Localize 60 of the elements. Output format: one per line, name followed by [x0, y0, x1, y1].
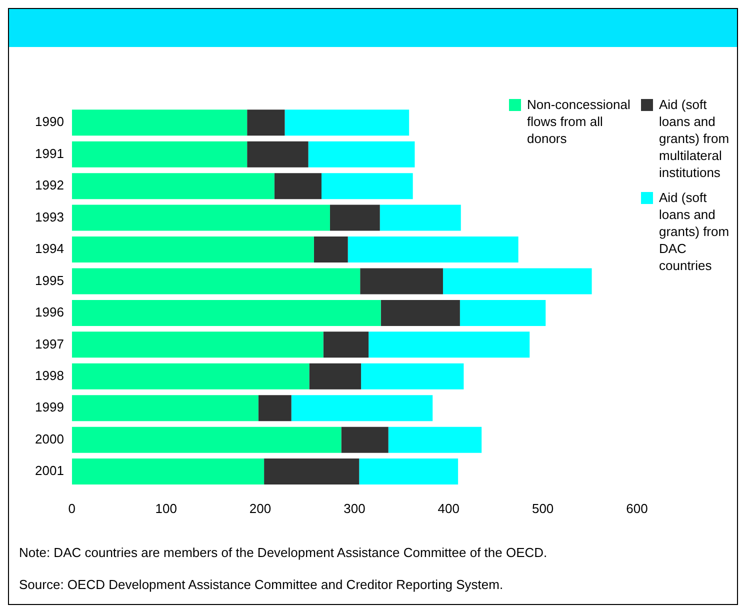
y-tick-label: 1991	[35, 146, 64, 161]
bar	[284, 110, 410, 136]
bar	[330, 204, 380, 231]
x-tick-label: 200	[249, 500, 272, 516]
legend-label: Non-concessional flows from all donors	[527, 96, 632, 147]
bar	[72, 204, 330, 231]
legend-label: Aid (soft loans and grants) from multilateral institutions	[659, 96, 730, 181]
bar	[341, 426, 388, 453]
bar	[388, 426, 482, 453]
bar	[442, 268, 592, 294]
y-tick-label: 1998	[35, 368, 64, 383]
text: Note: DAC countries are members of the Development Assistance Committee of the OECD.	[19, 544, 548, 562]
y-tick-label: 1999	[35, 400, 64, 415]
bar	[72, 363, 310, 390]
y-tick-label: 1990	[35, 114, 64, 130]
bar	[264, 458, 360, 485]
y-tick-label: 1997	[35, 336, 64, 352]
bar	[291, 395, 433, 422]
bar	[72, 110, 248, 136]
bar	[380, 204, 461, 231]
bar	[321, 173, 413, 200]
bar	[72, 268, 360, 294]
bar	[72, 141, 248, 168]
y-tick-label: 1992	[35, 178, 64, 193]
bar	[359, 458, 458, 485]
y-tick-label: 2001	[35, 463, 64, 478]
bar	[460, 300, 546, 326]
x-tick-label: 500	[532, 500, 554, 516]
bar	[72, 300, 381, 326]
bar	[360, 268, 443, 294]
bar	[247, 110, 285, 136]
bar	[72, 458, 264, 485]
y-tick-label: 1996	[35, 304, 64, 320]
x-tick-label: 600	[626, 500, 648, 516]
bar	[72, 426, 342, 453]
bar	[72, 173, 274, 200]
bar	[361, 363, 464, 390]
y-tick-label: 2000	[35, 431, 64, 446]
bar	[368, 332, 530, 358]
bar	[308, 141, 415, 168]
bar	[380, 300, 460, 326]
bar	[348, 236, 518, 263]
bar	[309, 363, 362, 390]
legend-label: Aid (soft loans and grants) from DAC countries	[659, 189, 730, 274]
bar	[323, 332, 369, 358]
bar	[258, 395, 292, 422]
bar	[274, 173, 322, 200]
x-tick-label: 300	[344, 500, 366, 516]
y-tick-label: 1995	[35, 272, 64, 288]
source-note: Source: OECD Development Assistance Committee and Creditor Reporting System.	[19, 576, 504, 594]
y-tick-label: 1993	[35, 209, 64, 224]
bar	[72, 236, 314, 263]
bar	[72, 395, 258, 422]
x-tick-label: 400	[438, 500, 460, 516]
bar	[72, 332, 324, 358]
x-tick-label: 100	[155, 500, 177, 516]
bar	[314, 236, 348, 263]
y-tick-label: 1994	[35, 241, 64, 256]
bar	[247, 141, 308, 168]
x-tick-label: 0	[68, 500, 76, 516]
